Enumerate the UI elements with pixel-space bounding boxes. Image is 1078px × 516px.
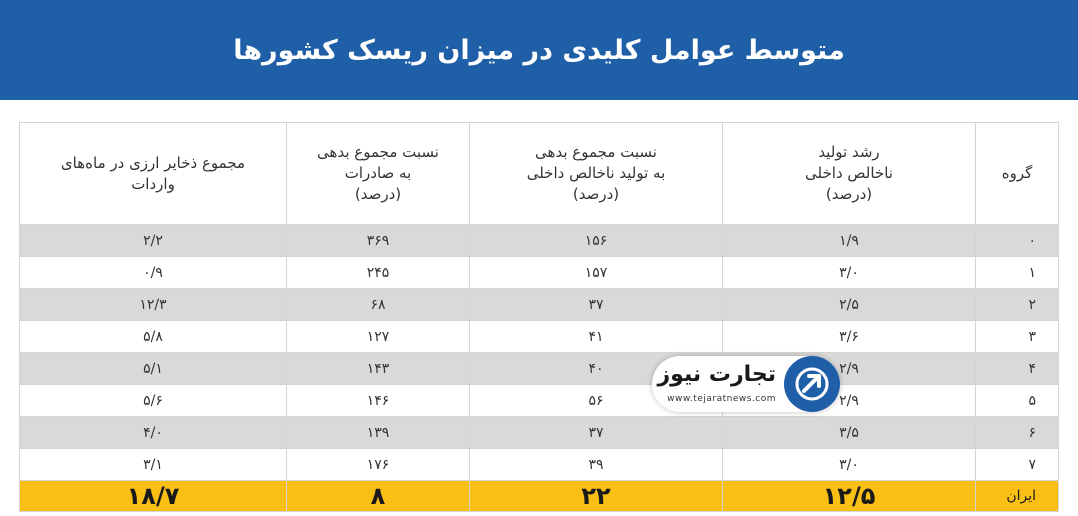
table-cell: ۴ [975,352,1059,385]
table-cell: ۵ [975,384,1059,417]
table-row: ۷ ۳/۰ ۳۹ ۱۷۶ ۳/۱ [19,448,1059,481]
table-row: ۱ ۳/۰ ۱۵۷ ۲۴۵ ۰/۹ [19,256,1059,289]
table-row: ۴ ۲/۹ ۴۰ ۱۴۳ ۵/۱ [19,352,1059,385]
table-row: ۲ ۲/۵ ۳۷ ۶۸ ۱۲/۳ [19,288,1059,321]
table-cell: ۱۴۶ [286,384,470,417]
header-group: گروه [975,122,1059,225]
table-cell: ۳/۰ [722,256,976,289]
table-cell: ۵/۸ [19,320,287,353]
header-debt-to-gdp: نسبت مجموع بدهی به تولید ناخالص داخلی (درص… [469,122,723,225]
table-cell: ۳ [975,320,1059,353]
watermark-logo: تجارت نیوز www.tejaratnews.com [652,356,840,412]
table-header-row: گروه رشد تولید ناخالص داخلی (درصد) نسبت مج… [19,122,1059,225]
risk-factors-table: گروه رشد تولید ناخالص داخلی (درصد) نسبت مج… [19,122,1059,512]
table-cell: ۳/۵ [722,416,976,449]
table-cell: ۵/۱ [19,352,287,385]
header-debt-to-exports: نسبت مجموع بدهی به صادرات (درصد) [286,122,470,225]
table-cell: ۵/۶ [19,384,287,417]
table-cell: ۳/۰ [722,448,976,481]
table-cell: ۱۷۶ [286,448,470,481]
table-cell: ۶ [975,416,1059,449]
table-cell: ۱۴۳ [286,352,470,385]
table-cell: ۳۹ [469,448,723,481]
table-cell: ۱۵۶ [469,224,723,257]
table-row: ۶ ۳/۵ ۳۷ ۱۳۹ ۴/۰ [19,416,1059,449]
table-cell: ۱/۹ [722,224,976,257]
arrow-up-right-icon [784,356,840,412]
iran-cell: ۱۲/۵ [722,480,976,512]
table-cell: ۴/۰ [19,416,287,449]
table-cell: ۲ [975,288,1059,321]
table-cell: ۳۷ [469,288,723,321]
header-gdp-growth: رشد تولید ناخالص داخلی (درصد) [722,122,976,225]
table-row: ۵ ۲/۹ ۵۶ ۱۴۶ ۵/۶ [19,384,1059,417]
table-row: ۰ ۱/۹ ۱۵۶ ۳۶۹ ۲/۲ [19,224,1059,257]
table-cell: ۲۴۵ [286,256,470,289]
table-cell: ۳۶۹ [286,224,470,257]
table-cell: ۳/۶ [722,320,976,353]
table-cell: ۱۳۹ [286,416,470,449]
table-cell: ۷ [975,448,1059,481]
iran-cell: ۸ [286,480,470,512]
table-cell: ۶۸ [286,288,470,321]
table-cell: ۲/۵ [722,288,976,321]
table-body: ۰ ۱/۹ ۱۵۶ ۳۶۹ ۲/۲ ۱ ۳/۰ ۱۵۷ ۲۴۵ ۰/۹ ۲ ۲/۵ ۳۷ ۶۸ ۱۲/۳ ۳ ۳… [19,224,1059,512]
iran-cell: ۲۲ [469,480,723,512]
header-fx-reserves: مجموع ذخایر ارزی در ماه‌های واردات [19,122,287,225]
logo-url: www.tejaratnews.com [667,394,776,404]
table-cell: ۳/۱ [19,448,287,481]
table-cell: ۰ [975,224,1059,257]
table-cell: ۲/۲ [19,224,287,257]
table-cell: ۰/۹ [19,256,287,289]
table-cell: ۳۷ [469,416,723,449]
table-cell: ۴۱ [469,320,723,353]
table-cell: ۱۲/۳ [19,288,287,321]
data-table-container: گروه رشد تولید ناخالص داخلی (درصد) نسبت مج… [19,122,1059,512]
iran-cell: ۱۸/۷ [19,480,287,512]
logo-name: تجارت نیوز [657,362,776,387]
table-row: ۳ ۳/۶ ۴۱ ۱۲۷ ۵/۸ [19,320,1059,353]
table-cell: ۱۵۷ [469,256,723,289]
title-banner: متوسط عوامل کلیدی در میزان ریسک کشورها [0,0,1078,100]
page-title: متوسط عوامل کلیدی در میزان ریسک کشورها [233,34,845,66]
table-cell: ۱ [975,256,1059,289]
iran-summary-row: ایران ۱۲/۵ ۲۲ ۸ ۱۸/۷ [19,480,1059,512]
iran-cell: ایران [975,480,1059,512]
table-cell: ۱۲۷ [286,320,470,353]
